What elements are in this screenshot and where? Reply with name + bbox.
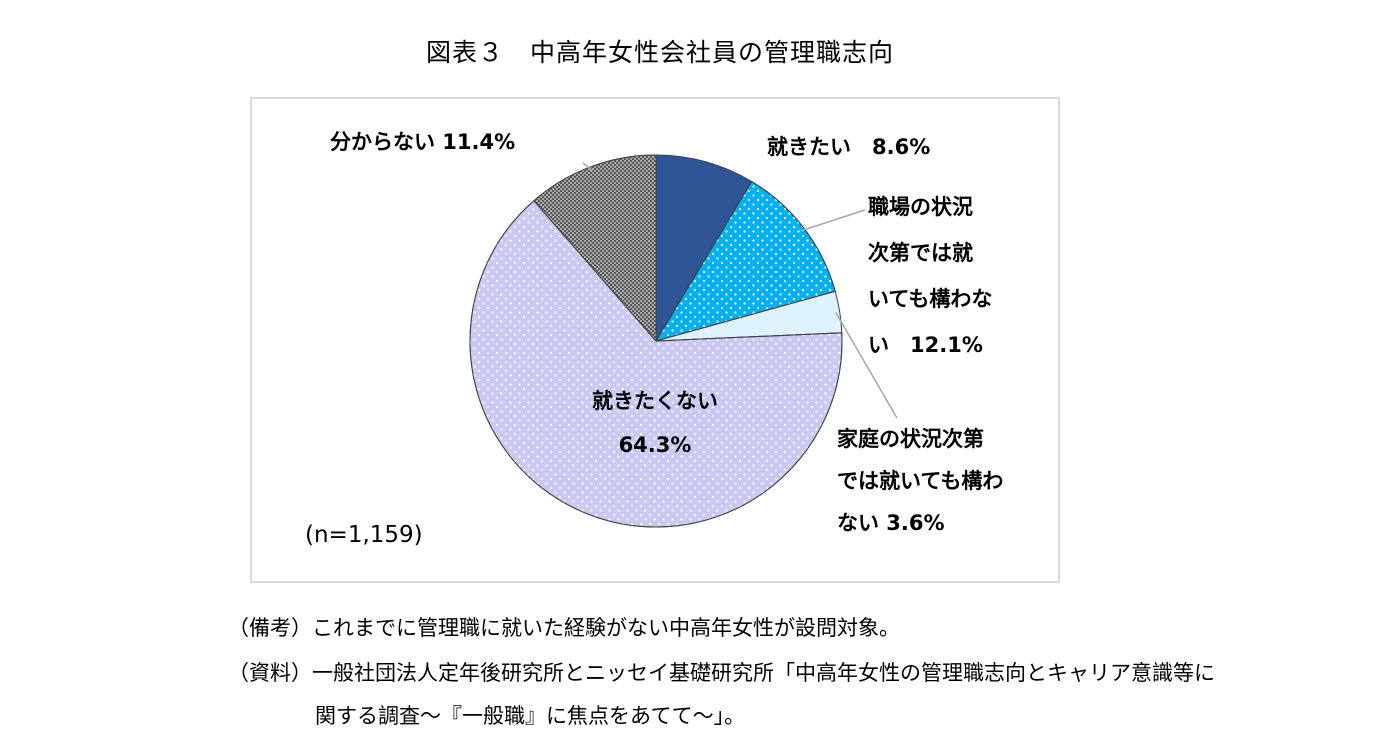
slice-label-want: 就きたい 8.6% (767, 135, 931, 159)
footnote-source-line2: 関する調査～『一般職』に焦点をあてて～」。 (315, 704, 746, 728)
pie-slice-pattern-unknown (533, 154, 657, 343)
slice-label-do-not-want: 就きたくない 64.3% (592, 389, 718, 457)
leader-line-depends-family (835, 312, 898, 419)
footnote-source-line1: （資料）一般社団法人定年後研究所とニッセイ基礎研究所「中高年女性の管理職志向とキ… (228, 661, 1215, 685)
sample-size-note: (n=1,159) (305, 522, 423, 548)
slice-label-unknown: 分からない 11.4% (330, 130, 516, 154)
pie-slice-pattern-depends-work (654, 180, 836, 342)
leader-line-unknown (582, 162, 593, 172)
chart-title: 図表３ 中高年女性会社員の管理職志向 (425, 38, 894, 67)
pie-slice-want (655, 154, 753, 343)
footnote-remarks: （備考）これまでに管理職に就いた経験がない中高年女性が設問対象。 (228, 616, 900, 640)
pie-slice-pattern-do-not-want (469, 200, 843, 528)
slice-label-depends-work: 職場の状況 次第では就 いても構わな い 12.1% (868, 195, 993, 357)
leader-line-depends-work (800, 209, 866, 232)
slice-label-depends-family: 家庭の状況次第 では就いても構わ ない 3.6% (837, 427, 1004, 535)
